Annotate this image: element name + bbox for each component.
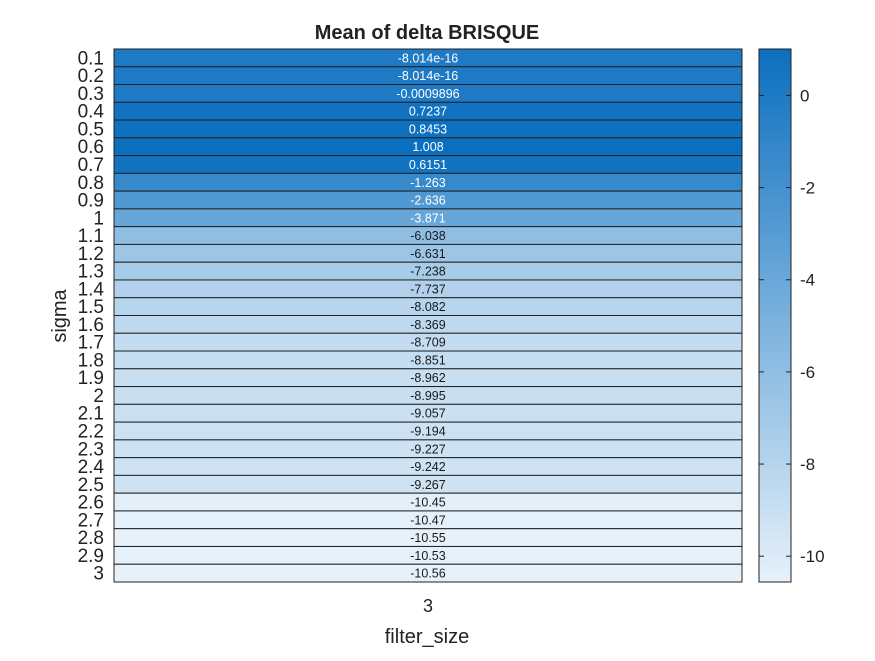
y-tick-label: 2.9 xyxy=(78,546,104,567)
y-tick-label: 0.4 xyxy=(78,102,105,123)
y-tick-label: 1.2 xyxy=(78,244,104,265)
cell-value-label: -10.45 xyxy=(410,496,445,510)
y-tick-label: 1.3 xyxy=(78,262,104,283)
y-tick-label: 1.5 xyxy=(78,297,104,318)
heatmap-cells xyxy=(113,48,743,583)
y-tick-label: 2.3 xyxy=(78,439,104,460)
cell-value-label: -2.636 xyxy=(410,194,445,208)
y-tick-label: 0.1 xyxy=(78,48,104,69)
y-tick-label: 2.8 xyxy=(78,528,104,549)
y-tick-label: 0.3 xyxy=(78,84,104,105)
cell-value-label: 0.8453 xyxy=(409,122,447,136)
cell-value-label: -1.263 xyxy=(410,176,445,190)
cell-value-label: -8.369 xyxy=(410,318,445,332)
y-tick-label: 0.9 xyxy=(78,191,104,212)
y-axis-label: sigma xyxy=(49,288,71,342)
y-tick-label: 0.7 xyxy=(78,155,104,176)
y-tick-label: 2.7 xyxy=(78,510,104,531)
cell-value-label: 0.7237 xyxy=(409,105,447,119)
cell-value-label: -6.631 xyxy=(410,247,445,261)
y-tick-label: 1.1 xyxy=(78,226,104,247)
cell-value-label: 0.6151 xyxy=(409,158,447,172)
cell-value-label: -9.242 xyxy=(410,460,445,474)
cell-value-label: -8.995 xyxy=(410,389,445,403)
y-tick-label: 1.6 xyxy=(78,315,104,336)
y-tick-label: 1.9 xyxy=(78,368,104,389)
colorbar-ticks: 0 -2 -4 -6 -8 -10 xyxy=(759,86,825,566)
heatmap-cell-labels: -8.014e-16 -8.014e-16 -0.0009896 0.7237 0.84… xyxy=(396,51,459,580)
y-tick-label: 3 xyxy=(93,564,104,585)
y-tick-label: 2.2 xyxy=(78,421,104,442)
y-tick-label: 2 xyxy=(93,386,104,407)
cell-value-label: -10.56 xyxy=(410,567,445,581)
cell-value-label: -8.709 xyxy=(410,336,445,350)
chart-title: Mean of delta BRISQUE xyxy=(315,22,539,44)
x-tick-labels: 3 xyxy=(423,596,433,616)
y-tick-label: 2.4 xyxy=(78,457,105,478)
cell-value-label: -9.267 xyxy=(410,478,445,492)
colorbar-tick-label: -6 xyxy=(800,363,815,382)
heatmap-cell xyxy=(113,563,743,583)
colorbar-tick-label: -4 xyxy=(800,271,815,290)
colorbar xyxy=(758,48,792,583)
cell-value-label: -10.55 xyxy=(410,531,445,545)
y-tick-label: 0.8 xyxy=(78,173,104,194)
cell-value-label: -10.53 xyxy=(410,549,445,563)
y-tick-label: 1.7 xyxy=(78,333,104,354)
colorbar-tick-label: -8 xyxy=(800,455,815,474)
cell-value-label: 1.008 xyxy=(412,140,443,154)
y-tick-labels: 0.10.20.30.40.50.60.70.80.911.11.21.31.4… xyxy=(78,48,105,584)
cell-value-label: -9.057 xyxy=(410,407,445,421)
y-tick-label: 2.5 xyxy=(78,475,104,496)
cell-value-label: -8.851 xyxy=(410,353,445,367)
x-axis-label: filter_size xyxy=(385,626,469,648)
cell-value-label: -0.0009896 xyxy=(396,87,459,101)
colorbar-tick-label: -2 xyxy=(800,179,815,198)
colorbar-tick-label: 0 xyxy=(800,86,809,105)
cell-value-label: -9.194 xyxy=(410,424,445,438)
y-tick-label: 1.4 xyxy=(78,279,105,300)
cell-value-label: -6.038 xyxy=(410,229,445,243)
cell-value-label: -8.014e-16 xyxy=(398,69,459,83)
cell-value-label: -8.962 xyxy=(410,371,445,385)
cell-value-label: -3.871 xyxy=(410,211,445,225)
cell-value-label: -10.47 xyxy=(410,513,445,527)
y-tick-label: 0.2 xyxy=(78,66,104,87)
y-tick-label: 2.1 xyxy=(78,404,104,425)
y-tick-label: 1.8 xyxy=(78,350,104,371)
x-tick-label: 3 xyxy=(423,596,433,616)
cell-value-label: -7.737 xyxy=(410,282,445,296)
y-tick-label: 2.6 xyxy=(78,493,104,514)
y-tick-label: 0.6 xyxy=(78,137,104,158)
cell-value-label: -8.082 xyxy=(410,300,445,314)
cell-value-label: -7.238 xyxy=(410,265,445,279)
y-tick-label: 0.5 xyxy=(78,119,104,140)
cell-value-label: -9.227 xyxy=(410,442,445,456)
colorbar-tick-label: -10 xyxy=(800,547,825,566)
cell-value-label: -8.014e-16 xyxy=(398,51,459,65)
y-tick-label: 1 xyxy=(93,208,104,229)
